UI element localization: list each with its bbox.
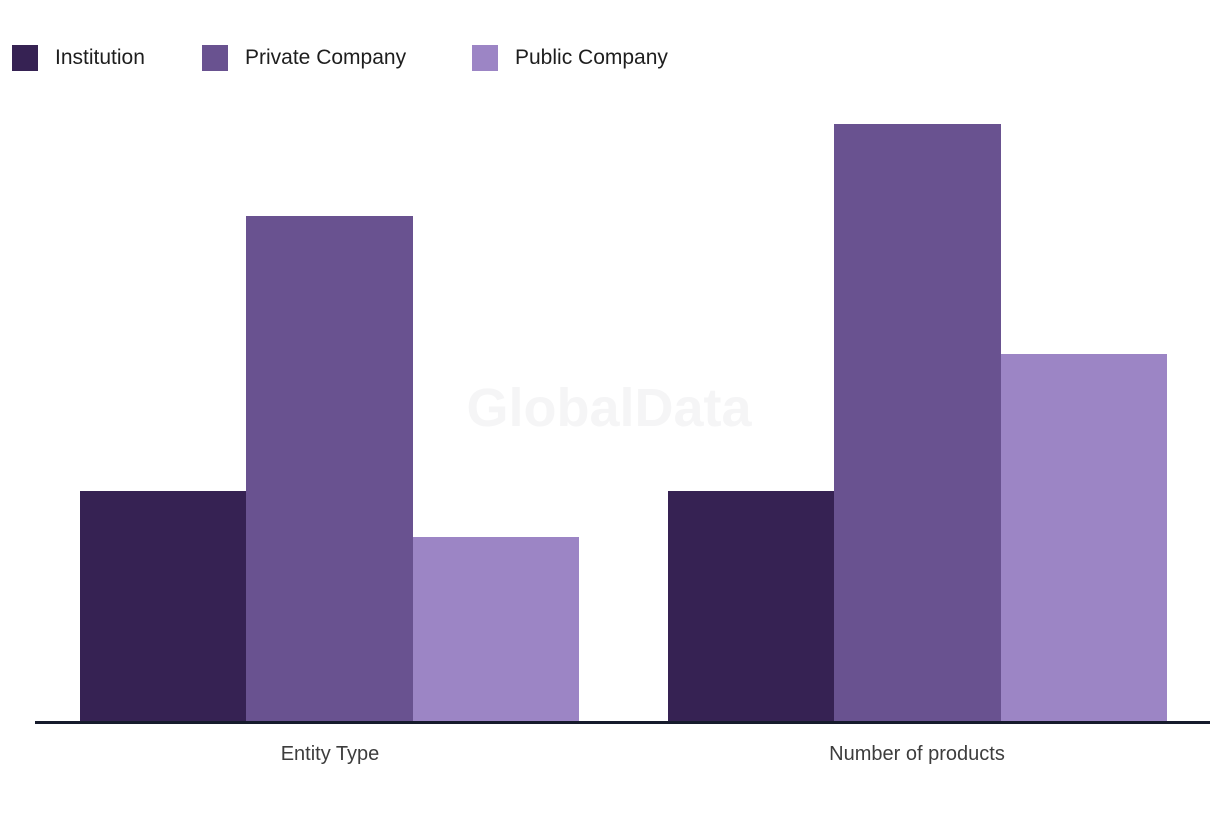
bar-private-company-number-of-products: [834, 124, 1001, 721]
legend-label-institution: Institution: [55, 46, 145, 69]
category-label-number-of-products: Number of products: [829, 743, 1005, 765]
bar-institution-entity-type: [80, 491, 247, 721]
globaldata-watermark: GlobalData: [466, 378, 752, 438]
category-label-entity-type: Entity Type: [280, 743, 380, 765]
institution-swatch-icon: [12, 45, 38, 71]
private-company-swatch-icon: [202, 45, 228, 71]
legend-item-private-company[interactable]: Private Company: [202, 45, 406, 71]
legend-label-private-company: Private Company: [245, 46, 407, 69]
bar-private-company-entity-type: [246, 215, 413, 721]
legend-item-public-company[interactable]: Public Company: [472, 45, 668, 71]
x-axis-line: [35, 721, 1210, 724]
bar-public-company-number-of-products: [1000, 353, 1167, 721]
public-company-swatch-icon: [472, 45, 498, 71]
bar-public-company-entity-type: [412, 537, 579, 721]
legend-item-institution[interactable]: Institution: [12, 45, 145, 71]
legend-label-public-company: Public Company: [515, 46, 668, 69]
bar-institution-number-of-products: [668, 491, 835, 721]
